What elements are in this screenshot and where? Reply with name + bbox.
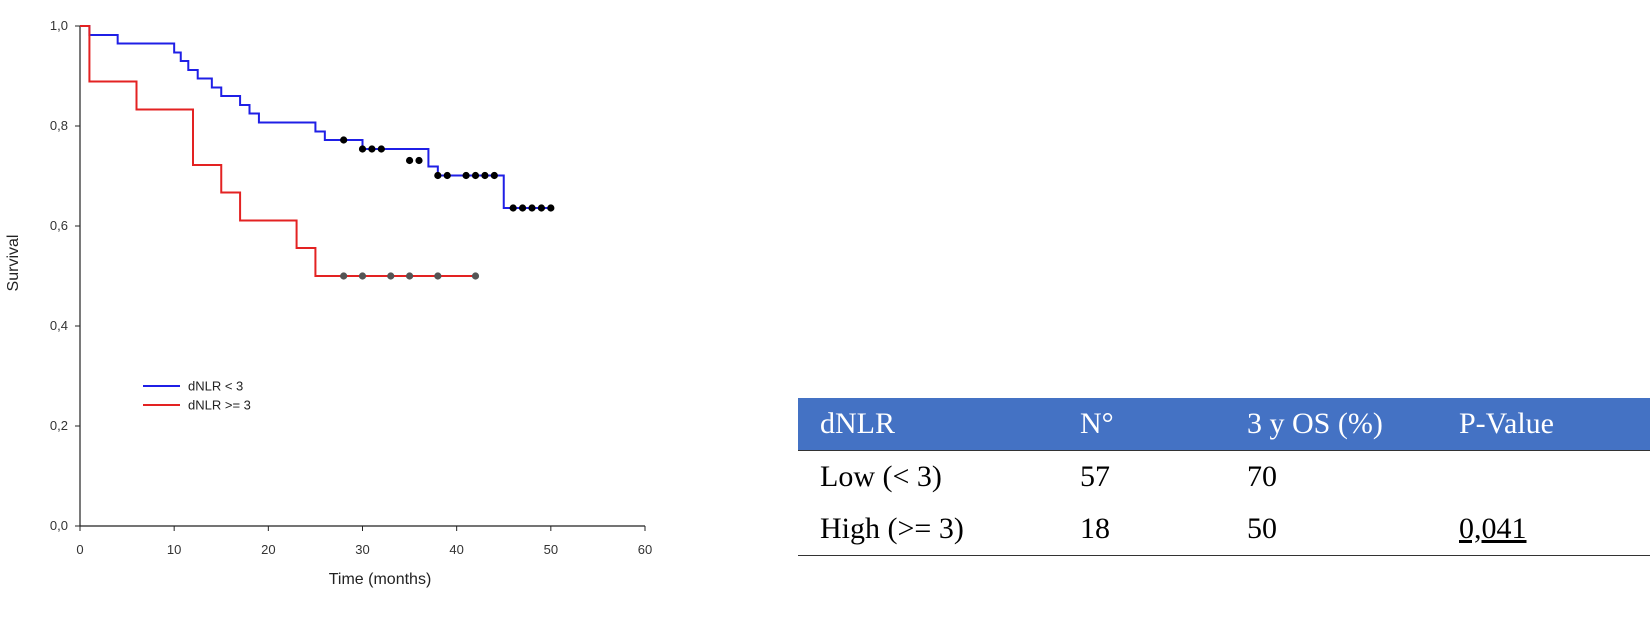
censor-mark bbox=[490, 171, 498, 180]
censor-mark bbox=[358, 272, 367, 280]
chart-axes: 0 10 20 30 40 50 60 0,0 0,2 0,4 0,6 0,8 1,0 bbox=[50, 18, 652, 557]
table-row: Low (< 3) 57 70 bbox=[798, 451, 1650, 504]
legend-label: dNLR < 3 bbox=[188, 379, 243, 394]
censor-mark bbox=[405, 272, 414, 280]
x-tick-label: 30 bbox=[355, 542, 369, 557]
censor-mark bbox=[547, 204, 555, 212]
y-tick-label: 0,4 bbox=[50, 318, 68, 333]
censor-mark bbox=[471, 171, 480, 180]
censor-mark bbox=[462, 171, 470, 180]
header-n: N° bbox=[1058, 398, 1225, 451]
censor-mark bbox=[340, 272, 348, 280]
censor-mark bbox=[518, 204, 527, 212]
censor-mark bbox=[434, 272, 442, 280]
censor-mark bbox=[434, 171, 442, 180]
x-tick-label: 40 bbox=[449, 542, 463, 557]
censor-mark bbox=[509, 204, 517, 212]
censor-mark bbox=[471, 272, 480, 280]
x-tick-label: 60 bbox=[638, 542, 652, 557]
censor-mark bbox=[387, 272, 395, 280]
censor-mark bbox=[481, 171, 489, 180]
y-tick-label: 0,6 bbox=[50, 218, 68, 233]
legend-label: dNLR >= 3 bbox=[188, 398, 251, 413]
y-tick-label: 1,0 bbox=[50, 18, 68, 33]
y-axis-title: Survival bbox=[5, 235, 22, 292]
censor-mark bbox=[377, 145, 385, 153]
table-header-row: dNLR N° 3 y OS (%) P-Value bbox=[798, 398, 1650, 451]
cell-group: High (>= 3) bbox=[798, 503, 1058, 556]
table-row: High (>= 3) 18 50 0,041 bbox=[798, 503, 1650, 556]
series-line-2 bbox=[80, 25, 476, 277]
censor-mark bbox=[405, 156, 414, 165]
censor-mark bbox=[443, 171, 451, 180]
y-tick-label: 0,8 bbox=[50, 118, 68, 133]
results-table: dNLR N° 3 y OS (%) P-Value Low (< 3) 57 … bbox=[798, 398, 1650, 556]
header-3y-os: 3 y OS (%) bbox=[1225, 398, 1437, 451]
series-line-1 bbox=[80, 25, 551, 209]
x-tick-label: 50 bbox=[544, 542, 558, 557]
chart-legend: dNLR < 3 dNLR >= 3 bbox=[143, 379, 251, 413]
header-dnlr: dNLR bbox=[798, 398, 1058, 451]
cell-group: Low (< 3) bbox=[820, 460, 942, 493]
x-tick-label: 10 bbox=[167, 542, 181, 557]
cell-n: 57 bbox=[1080, 460, 1110, 493]
cell-p-value: 0,041 bbox=[1437, 503, 1650, 556]
censor-mark bbox=[537, 204, 546, 212]
censor-mark bbox=[528, 204, 536, 212]
cell-os: 70 bbox=[1247, 460, 1277, 493]
censor-mark bbox=[368, 145, 376, 153]
series-layer bbox=[80, 25, 551, 277]
survival-chart: 0 10 20 30 40 50 60 0,0 0,2 0,4 0,6 0,8 1,0 dNLR < 3… bbox=[5, 18, 652, 588]
x-axis-title: Time (months) bbox=[329, 571, 432, 588]
y-tick-label: 0,0 bbox=[50, 518, 68, 533]
censor-mark bbox=[340, 136, 348, 144]
censor-mark bbox=[415, 156, 423, 165]
cell-p-value bbox=[1437, 451, 1650, 504]
header-p-value: P-Value bbox=[1437, 398, 1650, 451]
y-tick-label: 0,2 bbox=[50, 418, 68, 433]
x-tick-label: 20 bbox=[261, 542, 275, 557]
censor-mark bbox=[358, 145, 367, 153]
cell-n: 18 bbox=[1058, 503, 1225, 556]
x-tick-label: 0 bbox=[76, 542, 83, 557]
censor-marks bbox=[340, 136, 555, 280]
cell-os: 50 bbox=[1225, 503, 1437, 556]
